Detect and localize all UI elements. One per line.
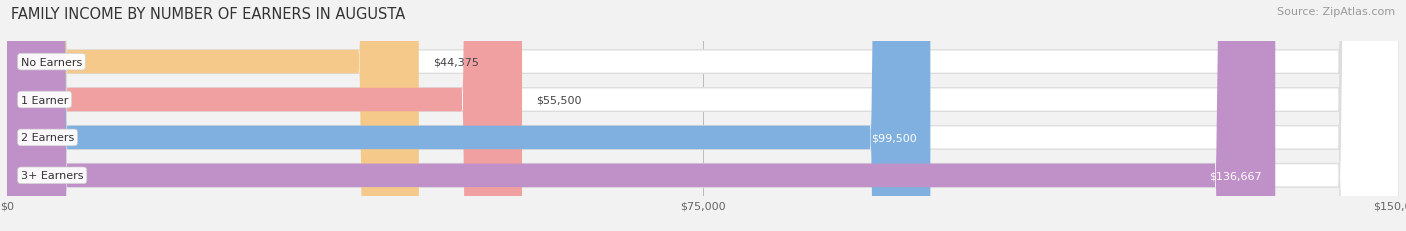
Text: Source: ZipAtlas.com: Source: ZipAtlas.com (1277, 7, 1395, 17)
FancyBboxPatch shape (7, 0, 1399, 231)
FancyBboxPatch shape (7, 0, 1399, 231)
Text: $136,667: $136,667 (1209, 171, 1261, 181)
Text: FAMILY INCOME BY NUMBER OF EARNERS IN AUGUSTA: FAMILY INCOME BY NUMBER OF EARNERS IN AU… (11, 7, 405, 22)
Text: $44,375: $44,375 (433, 57, 478, 67)
FancyBboxPatch shape (7, 0, 419, 231)
FancyBboxPatch shape (7, 0, 931, 231)
Text: No Earners: No Earners (21, 57, 82, 67)
FancyBboxPatch shape (7, 0, 1399, 231)
FancyBboxPatch shape (7, 0, 1399, 231)
Text: $55,500: $55,500 (536, 95, 582, 105)
Text: $99,500: $99,500 (870, 133, 917, 143)
Text: 1 Earner: 1 Earner (21, 95, 69, 105)
FancyBboxPatch shape (7, 0, 522, 231)
FancyBboxPatch shape (7, 0, 1275, 231)
Text: 2 Earners: 2 Earners (21, 133, 75, 143)
Text: 3+ Earners: 3+ Earners (21, 171, 83, 181)
